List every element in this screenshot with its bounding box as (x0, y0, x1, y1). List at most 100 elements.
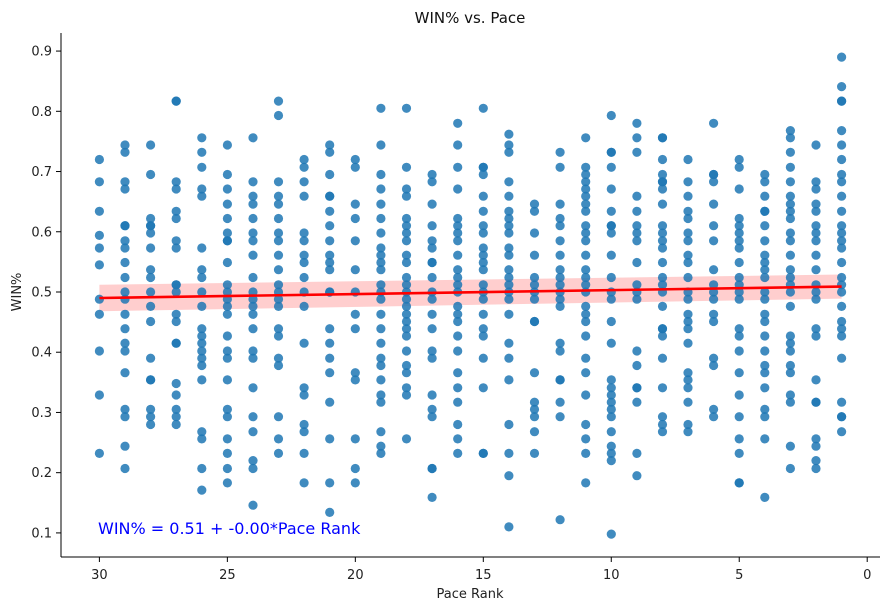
data-point (273, 434, 284, 444)
data-point (94, 346, 104, 356)
data-point (171, 390, 181, 400)
data-point (555, 221, 565, 231)
data-point (581, 434, 591, 444)
data-point (222, 331, 232, 341)
data-point (785, 272, 796, 283)
data-point (427, 221, 437, 231)
data-point (478, 228, 488, 238)
data-point (606, 162, 616, 172)
data-point (760, 250, 770, 260)
data-point (94, 390, 104, 400)
data-point (350, 213, 360, 224)
data-point (504, 228, 514, 238)
y-tick-label: 0.5 (31, 285, 52, 300)
data-point (606, 404, 616, 414)
data-point (478, 257, 488, 268)
data-point (171, 243, 181, 253)
data-point (427, 324, 437, 334)
data-point (427, 199, 437, 209)
y-tick-label: 0.7 (31, 165, 52, 180)
data-point (248, 346, 258, 356)
data-point (197, 191, 207, 201)
points-layer (94, 52, 847, 539)
data-point (581, 184, 591, 194)
data-point (811, 184, 821, 194)
data-point (248, 213, 258, 224)
data-point (811, 463, 821, 474)
data-point (760, 265, 770, 275)
data-point (427, 390, 437, 400)
data-point (760, 492, 770, 502)
data-point (146, 375, 156, 385)
data-point (811, 265, 821, 275)
data-point (760, 346, 770, 356)
data-point (785, 133, 796, 143)
data-point (632, 147, 642, 157)
data-point (504, 353, 514, 363)
data-point (632, 221, 642, 231)
y-tick-label: 0.2 (31, 466, 52, 481)
data-point (401, 184, 412, 194)
data-point (785, 250, 796, 260)
data-point (785, 177, 796, 187)
data-point (760, 257, 770, 268)
data-point (606, 110, 616, 121)
data-point (837, 52, 847, 62)
data-point (529, 397, 540, 407)
data-point (504, 147, 514, 157)
data-point (785, 191, 796, 201)
data-point (222, 375, 232, 385)
data-point (120, 309, 130, 319)
data-point (427, 463, 437, 474)
data-point (606, 529, 616, 539)
data-point (734, 272, 744, 283)
data-point (171, 378, 181, 389)
data-point (273, 96, 284, 106)
data-point (376, 228, 386, 238)
data-point (248, 309, 258, 319)
data-point (248, 383, 258, 393)
data-point (606, 397, 616, 407)
data-point (606, 184, 616, 194)
data-point (376, 140, 386, 150)
data-point (760, 287, 770, 297)
data-point (273, 191, 284, 201)
data-point (120, 243, 130, 253)
data-point (197, 287, 207, 297)
y-tick-label: 0.6 (31, 225, 52, 240)
data-point (325, 397, 335, 407)
data-point (606, 448, 616, 458)
data-point (350, 199, 360, 209)
data-point (376, 184, 386, 194)
data-point (785, 287, 796, 297)
data-point (453, 301, 463, 311)
data-point (581, 478, 591, 488)
data-point (709, 294, 719, 304)
data-point (222, 140, 232, 150)
data-point (734, 434, 744, 444)
data-point (401, 331, 412, 341)
data-point (760, 412, 770, 422)
data-point (657, 272, 668, 283)
data-point (453, 184, 463, 194)
data-point (555, 294, 565, 304)
data-point (529, 280, 540, 290)
data-point (760, 294, 770, 304)
data-point (146, 265, 156, 275)
data-point (657, 353, 668, 363)
data-point (197, 434, 207, 444)
data-point (734, 236, 744, 246)
data-point (120, 147, 130, 157)
data-point (401, 250, 412, 260)
data-point (350, 463, 360, 474)
data-point (401, 324, 412, 334)
data-point (555, 412, 565, 422)
data-point (657, 169, 668, 180)
data-point (734, 228, 744, 238)
data-point (325, 221, 335, 231)
data-point (581, 368, 591, 378)
data-point (683, 419, 693, 430)
x-axis: 30 25 20 15 10 5 0 (61, 556, 880, 583)
data-point (120, 368, 130, 378)
data-point (581, 390, 591, 400)
